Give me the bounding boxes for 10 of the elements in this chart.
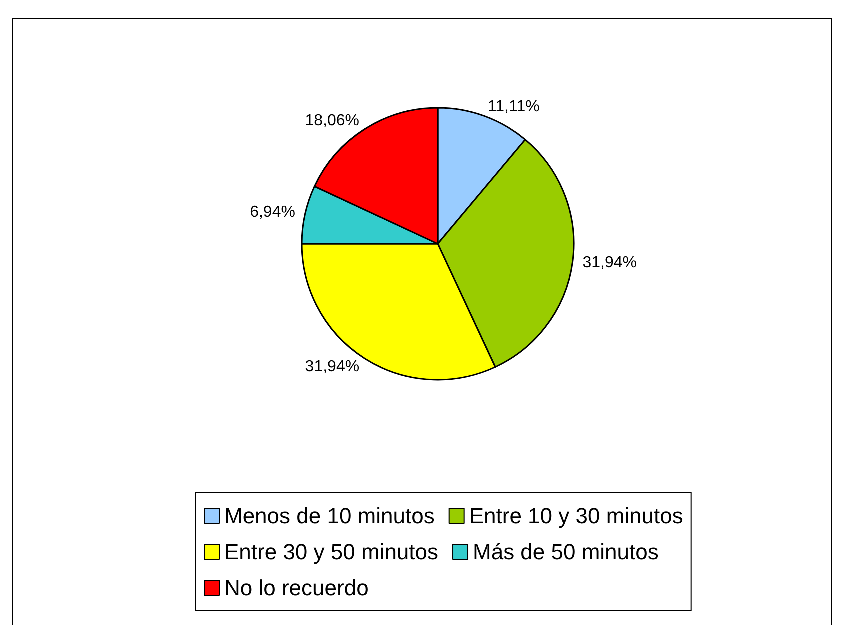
legend-label: No lo recuerdo	[224, 576, 369, 600]
data-label: 6,94%	[250, 204, 296, 221]
data-label: 31,94%	[582, 254, 638, 272]
data-label: 31,94%	[305, 358, 360, 376]
legend-label: Menos de 10 minutos	[224, 504, 435, 528]
data-label: 11,11%	[488, 98, 540, 116]
data-label: 18,06%	[305, 112, 360, 130]
legend-label: Más de 50 minutos	[473, 540, 659, 564]
legend-label: Entre 30 y 50 minutos	[224, 540, 439, 564]
legend-label: Entre 10 y 30 minutos	[469, 504, 684, 528]
